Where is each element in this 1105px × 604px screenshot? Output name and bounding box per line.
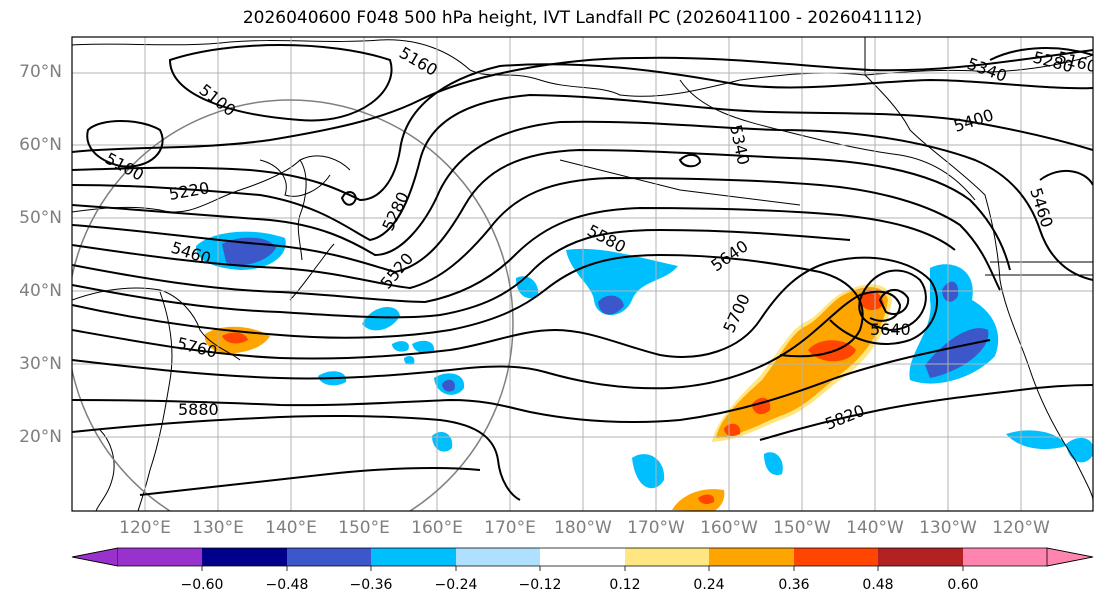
colorbar-tick-label: 0.36: [778, 577, 810, 593]
lon-label: 160°W: [700, 518, 758, 538]
contour-label: 5880: [178, 400, 219, 419]
landfall-region-circle: [72, 99, 514, 511]
colorbar-tick-label: −0.36: [349, 577, 393, 593]
ivt-negative-region: [392, 341, 409, 352]
contour-label: 5640: [870, 320, 911, 339]
colorbar-bin: [118, 548, 202, 566]
ivt-negative-region: [404, 356, 415, 365]
lat-label: 40°N: [19, 281, 62, 301]
coastlines: [72, 37, 1093, 511]
colorbar-bin: [371, 548, 456, 566]
ivt-positive-core: [724, 423, 741, 436]
colorbar-extend-high: [1046, 547, 1094, 567]
colorbar-tick-label: 0.60: [947, 577, 979, 593]
ivt-negative-region: [566, 248, 678, 315]
colorbar-bin: [540, 548, 625, 566]
colorbar-bin: [794, 548, 878, 566]
lat-label: 70°N: [19, 62, 62, 82]
colorbar-tick-label: 0.48: [862, 577, 894, 593]
lat-label: 20°N: [19, 427, 62, 447]
colorbar-tick-label: −0.60: [180, 577, 224, 593]
lon-label: 150°E: [338, 518, 390, 538]
ivt-positive-region: [672, 489, 725, 511]
lon-label: 130°E: [192, 518, 244, 538]
lon-label: 170°E: [484, 518, 536, 538]
height-contours: [72, 44, 1093, 501]
ivt-positive-core: [858, 289, 884, 311]
ivt-negative-core: [925, 328, 989, 378]
colorbar-tick-label: 0.24: [693, 577, 725, 593]
lon-label: 150°W: [773, 518, 831, 538]
colorbar-bin: [456, 548, 540, 566]
lon-label: 160°E: [411, 518, 463, 538]
colorbar-bin: [625, 548, 709, 566]
colorbar-bin: [963, 548, 1047, 566]
colorbar-bin: [287, 548, 371, 566]
lat-label: 60°N: [19, 135, 62, 155]
ivt-negative-region: [412, 340, 435, 354]
map-frame: [71, 36, 1094, 512]
ivt-negative-region: [764, 452, 783, 476]
ivt-negative-core: [442, 379, 455, 392]
lon-label: 120°W: [992, 518, 1050, 538]
colorbar-tick-label: −0.24: [434, 577, 478, 593]
figure-title: 2026040600 F048 500 hPa height, IVT Land…: [242, 8, 923, 28]
colorbar: [71, 547, 1094, 571]
lon-label: 140°E: [265, 518, 317, 538]
gridlines: [72, 37, 1093, 511]
lat-label: 30°N: [19, 354, 62, 374]
colorbar-tick-label: 0.12: [609, 577, 641, 593]
lon-label: 120°E: [119, 518, 171, 538]
lon-label: 130°W: [919, 518, 977, 538]
colorbar-extend-low: [71, 547, 119, 567]
lon-label: 140°W: [846, 518, 904, 538]
ivt-positive-core: [698, 494, 715, 505]
ivt-negative-core: [598, 295, 624, 315]
lon-label: 170°W: [627, 518, 685, 538]
lat-label: 50°N: [19, 208, 62, 228]
colorbar-bin: [878, 548, 963, 566]
colorbar-tick-label: −0.12: [518, 577, 562, 593]
lon-label: 180°W: [554, 518, 612, 538]
ivt-positive-core: [222, 332, 248, 344]
ivt-negative-region: [362, 306, 400, 331]
ivt-negative-core: [942, 281, 959, 302]
colorbar-bin: [709, 548, 794, 566]
colorbar-tick-label: −0.48: [265, 577, 309, 593]
colorbar-bin: [202, 548, 287, 566]
